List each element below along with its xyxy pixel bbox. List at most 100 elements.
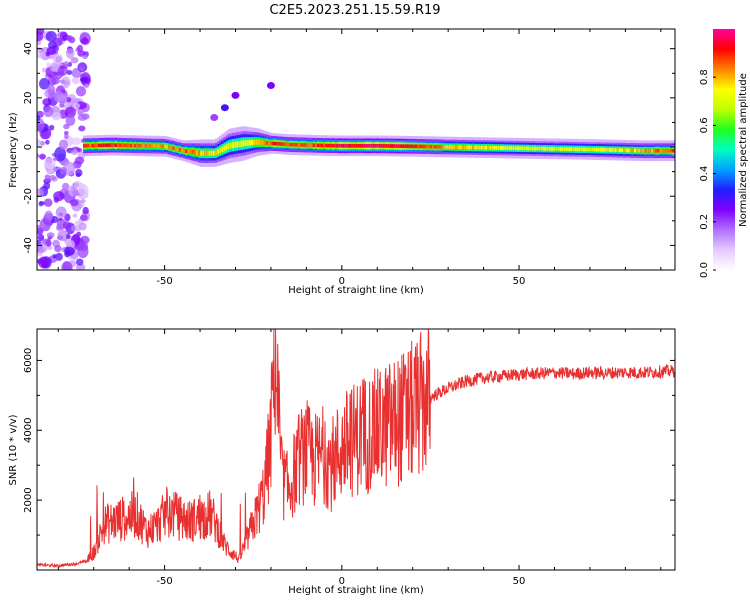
band-segment xyxy=(334,143,337,148)
band-segment xyxy=(127,143,131,148)
band-segment xyxy=(342,143,346,148)
band-segment xyxy=(214,150,218,156)
band-segment xyxy=(565,147,569,151)
band-segment xyxy=(144,144,148,148)
band-segment xyxy=(587,147,590,152)
band-segment xyxy=(299,143,303,147)
noise-blob xyxy=(80,76,87,83)
band-segment xyxy=(93,143,97,148)
band-segment xyxy=(374,143,377,148)
band-segment xyxy=(455,145,458,150)
band-segment xyxy=(314,143,318,148)
y-tick-label: -40 xyxy=(23,237,34,253)
noise-blob xyxy=(59,166,68,175)
band-segment xyxy=(155,144,158,148)
band-segment xyxy=(338,143,341,148)
band-segment xyxy=(621,148,624,153)
noise-blob xyxy=(82,54,88,60)
band-segment xyxy=(304,143,307,147)
band-segment xyxy=(404,144,407,149)
band-segment xyxy=(217,149,220,155)
noise-blob xyxy=(75,172,82,177)
band-segment xyxy=(657,148,660,153)
band-segment xyxy=(223,145,226,152)
noise-blob xyxy=(71,77,80,84)
band-segment xyxy=(210,150,214,156)
band-segment xyxy=(125,143,129,148)
band-segment xyxy=(140,143,143,148)
band-segment xyxy=(546,146,550,151)
band-segment xyxy=(255,139,258,145)
band-segment xyxy=(355,143,358,148)
band-segment xyxy=(387,144,390,148)
band-segment xyxy=(465,145,469,150)
band-segment xyxy=(497,146,501,150)
spectral-blob xyxy=(231,91,240,99)
band-segment xyxy=(527,146,531,151)
noise-blob xyxy=(53,196,60,203)
band-segment xyxy=(327,143,331,148)
noise-blob xyxy=(38,201,45,206)
band-segment xyxy=(329,143,333,148)
noise-blob xyxy=(72,213,78,218)
band-segment xyxy=(629,148,633,153)
noise-blob xyxy=(80,202,85,207)
noise-blob xyxy=(55,206,67,219)
band-segment xyxy=(489,145,492,150)
band-segment xyxy=(340,143,343,148)
band-segment xyxy=(582,147,586,152)
band-segment xyxy=(331,143,335,148)
noise-blob xyxy=(37,118,45,132)
band-segment xyxy=(285,142,288,147)
colorbar-label: Normalized spectral amplitude xyxy=(738,73,749,227)
band-segment xyxy=(204,150,207,156)
colorbar-tick-label: 0.8 xyxy=(699,69,710,85)
band-segment xyxy=(208,150,212,156)
band-segment xyxy=(321,143,324,148)
band-segment xyxy=(242,140,246,147)
band-segment xyxy=(351,143,354,148)
band-segment xyxy=(665,148,669,153)
band-segment xyxy=(476,145,479,150)
band-segment xyxy=(453,145,456,149)
noise-blob xyxy=(43,198,53,207)
y-tick-label: 40 xyxy=(23,42,34,55)
band-segment xyxy=(406,144,409,149)
band-segment xyxy=(291,142,294,147)
noise-blob xyxy=(46,62,51,68)
band-segment xyxy=(344,143,348,148)
noise-blob xyxy=(46,232,55,238)
noise-blob xyxy=(78,66,85,72)
band-segment xyxy=(580,147,584,152)
noise-blob xyxy=(70,149,79,156)
band-segment xyxy=(119,143,122,148)
band-segment xyxy=(110,143,114,147)
band-segment xyxy=(393,144,397,148)
band-segment xyxy=(623,148,626,153)
band-segment xyxy=(302,143,305,147)
noise-blob xyxy=(77,184,89,196)
band-segment xyxy=(380,144,384,148)
band-segment xyxy=(117,143,120,148)
band-segment xyxy=(610,148,613,152)
noise-blob xyxy=(64,250,71,258)
band-segment xyxy=(553,147,556,151)
band-segment xyxy=(246,140,250,146)
band-segment xyxy=(653,148,656,153)
snr-panel: -50 0 50 2000 4000 6000 Height of straight l… xyxy=(8,328,676,596)
band-segment xyxy=(642,148,645,153)
noise-blob xyxy=(64,133,69,140)
noise-blob xyxy=(67,61,73,67)
noise-blob xyxy=(65,115,76,126)
band-segment xyxy=(538,146,541,151)
band-segment xyxy=(178,147,182,152)
band-segment xyxy=(514,146,518,151)
band-segment xyxy=(183,148,186,153)
band-segment xyxy=(408,144,411,149)
band-segment xyxy=(650,148,654,153)
band-segment xyxy=(191,149,195,155)
noise-blob xyxy=(52,37,63,47)
band-segment xyxy=(102,143,105,148)
band-segment xyxy=(146,144,150,148)
colorbar-ticks: 0.0 0.2 0.4 0.6 0.8 xyxy=(699,69,716,278)
